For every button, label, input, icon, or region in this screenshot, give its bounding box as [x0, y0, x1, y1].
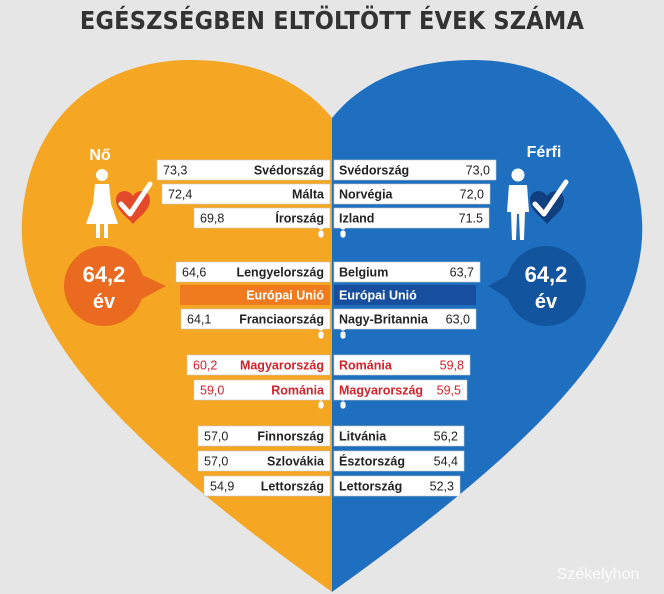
female-row-value: 57,0 [204, 455, 228, 469]
female-row-box [161, 183, 331, 205]
male-average-value: 64,2 [525, 262, 568, 287]
male-label: Férfi [527, 144, 562, 161]
female-average-bubble: 64,2 év [64, 246, 166, 326]
female-row-country: Málta [292, 188, 325, 202]
female-row-country: Románia [271, 384, 325, 398]
female-row-country: Lettország [261, 480, 324, 494]
male-ellipsis-dot [340, 333, 346, 339]
female-row-country: Franciaország [239, 313, 324, 327]
male-row-box [333, 207, 490, 229]
female-ellipsis-dot [318, 232, 324, 238]
female-row-value: 57,0 [204, 430, 228, 444]
female-label: Nő [89, 147, 111, 164]
male-row-country: Észtország [339, 454, 405, 469]
male-row-box [333, 354, 471, 376]
female-row-value: 60,2 [193, 359, 217, 373]
male-row-value: 63,7 [450, 266, 474, 280]
male-row-country: Litvánia [339, 430, 387, 444]
female-row-box [197, 425, 331, 447]
male-eu-bar [334, 285, 476, 305]
male-row-box [333, 308, 477, 330]
female-with-heart-check-icon [86, 169, 153, 238]
male-eu-label: Európai Unió [339, 289, 417, 303]
chart-title: EGÉSZSÉGBEN ELTÖLTÖTT ÉVEK SZÁMA [79, 6, 585, 35]
female-row-box [180, 308, 331, 330]
female-row-country: Magyarország [240, 359, 324, 373]
female-average-value: 64,2 [83, 262, 126, 287]
female-row-box [193, 379, 331, 401]
male-row-country: Belgium [339, 266, 388, 280]
watermark: Székelyhon [557, 566, 640, 583]
ranking-rows: 73,3 Svédország 72,4 Málta 69,8 Írország 64,6 L… [156, 159, 497, 497]
female-row-box [175, 261, 331, 283]
male-row-country: Magyarország [339, 384, 423, 398]
male-ellipsis-dot [340, 232, 346, 238]
male-row-country: Izland [339, 212, 374, 226]
male-row-value: 72,0 [460, 188, 484, 202]
male-with-heart-check-icon [507, 168, 569, 240]
female-row-country: Írország [275, 211, 324, 226]
male-average-unit: év [535, 291, 558, 313]
male-row-value: 54,4 [434, 455, 458, 469]
female-row-box [203, 475, 331, 497]
male-row-country: Nagy-Britannia [339, 313, 429, 327]
female-row-country: Szlovákia [267, 455, 325, 469]
female-ellipsis-dot [318, 224, 324, 230]
female-row-box [186, 354, 331, 376]
male-row-value: 59,5 [437, 384, 461, 398]
female-ellipsis-dot [318, 325, 324, 331]
male-row-country: Svédország [339, 164, 409, 178]
male-ellipsis-dot [340, 325, 346, 331]
male-row-value: 71.5 [459, 212, 483, 226]
male-row-value: 56,2 [434, 430, 458, 444]
female-ellipsis-dot [318, 333, 324, 339]
male-row-box [333, 450, 465, 472]
male-row-country: Lettország [339, 480, 402, 494]
female-row-box [156, 159, 331, 181]
male-row-box [333, 183, 491, 205]
male-row-value: 52,3 [430, 480, 454, 494]
female-row-box [193, 207, 331, 229]
female-ellipsis-dot [318, 403, 324, 409]
male-row-box [333, 159, 497, 181]
male-row-country: Románia [339, 359, 393, 373]
male-row-value: 73,0 [466, 164, 490, 178]
female-row-value: 64,6 [182, 266, 206, 280]
male-row-value: 59,8 [440, 359, 464, 373]
female-row-value: 59,0 [200, 384, 224, 398]
male-row-box [333, 379, 468, 401]
female-row-value: 69,8 [200, 212, 224, 226]
female-row-country: Lengyelország [236, 266, 324, 280]
male-average-bubble: 64,2 év [488, 246, 586, 326]
male-row-box [333, 475, 461, 497]
female-eu-bar [180, 285, 330, 305]
male-row-value: 63,0 [446, 313, 470, 327]
female-eu-label: Európai Unió [246, 289, 324, 303]
female-row-value: 73,3 [163, 164, 187, 178]
female-row-country: Svédország [254, 164, 324, 178]
female-row-value: 54,9 [210, 480, 234, 494]
male-ellipsis-dot [340, 403, 346, 409]
male-row-box [333, 425, 465, 447]
male-row-box [333, 261, 481, 283]
female-row-value: 64,1 [187, 313, 211, 327]
male-row-country: Norvégia [339, 188, 394, 202]
male-ellipsis-dot [340, 224, 346, 230]
female-ellipsis-dot [318, 395, 324, 401]
female-row-box [197, 450, 331, 472]
male-ellipsis-dot [340, 395, 346, 401]
female-row-value: 72,4 [168, 188, 192, 202]
female-row-country: Finnország [257, 430, 324, 444]
female-average-unit: év [93, 291, 116, 313]
